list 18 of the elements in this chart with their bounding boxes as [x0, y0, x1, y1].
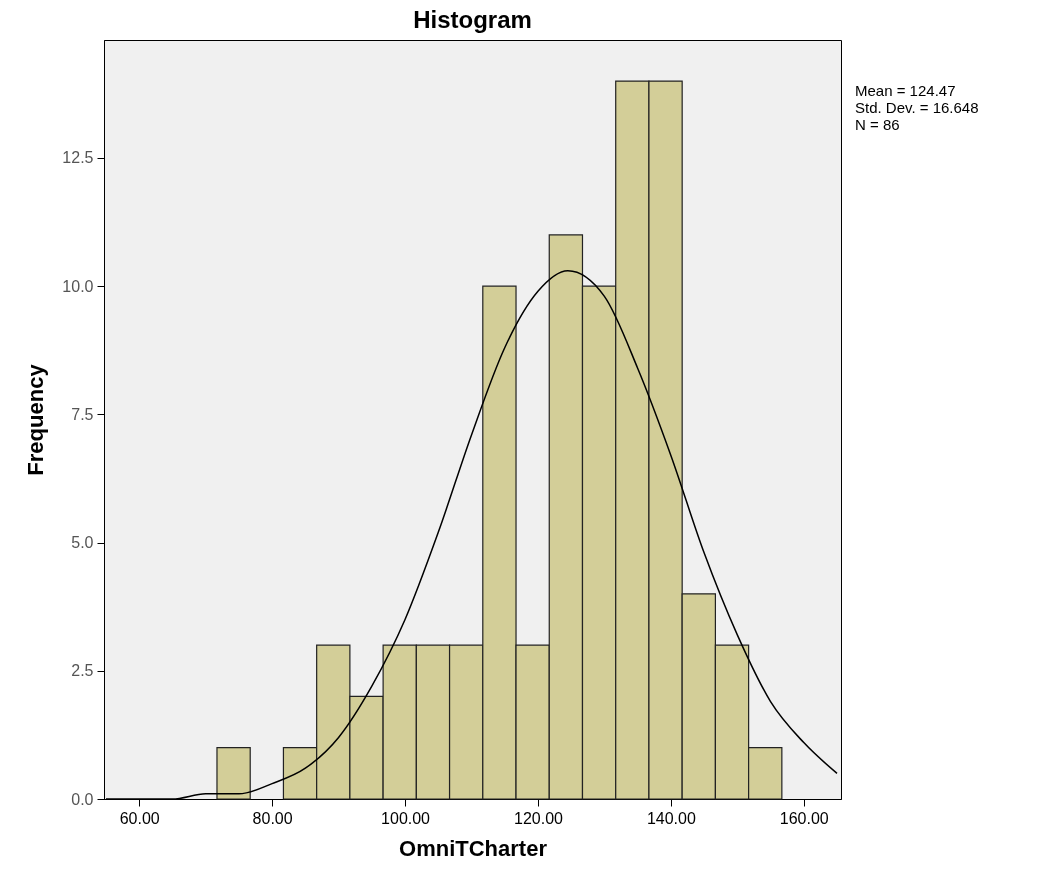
text: N = 86	[855, 116, 900, 133]
x-tick-label: 100.00	[381, 809, 431, 827]
chart-title: Histogram	[413, 6, 532, 33]
x-tick-label: 140.00	[646, 809, 696, 827]
x-tick-label: 60.00	[119, 809, 160, 827]
y-axis-title: Frequency	[23, 363, 49, 476]
y-tick-label: 5.0	[71, 534, 94, 552]
x-tick-label: 80.00	[252, 809, 293, 827]
x-tick-label: 120.00	[513, 809, 564, 827]
x-tick-label: 160.00	[779, 809, 829, 827]
y-tick-label: 2.5	[71, 662, 94, 680]
y-tick-label: 10.0	[62, 277, 94, 295]
y-tick-label: 7.5	[71, 405, 94, 423]
x-axis-title: OmniTCharter	[399, 835, 548, 861]
y-tick-label: 12.5	[62, 149, 94, 167]
text: Std. Dev. = 16.648	[855, 99, 979, 116]
y-tick-label: 0.0	[71, 790, 94, 808]
text: Mean = 124.47	[855, 82, 956, 99]
